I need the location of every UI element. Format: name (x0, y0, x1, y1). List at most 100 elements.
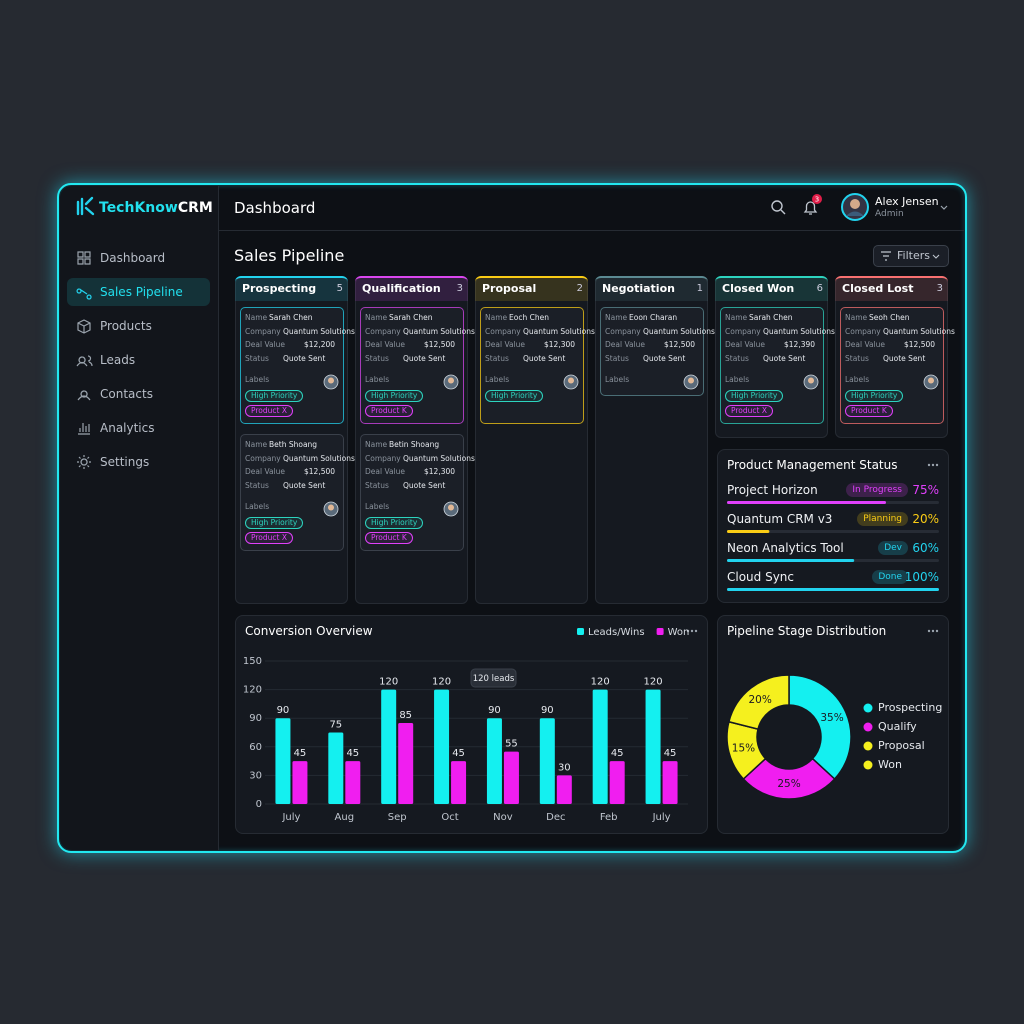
field-value: Sarah Chen (749, 313, 793, 322)
label-pill: High Priority (485, 390, 544, 402)
field-value: $12,300 (424, 467, 456, 477)
field-key: Deal Value (605, 340, 646, 350)
filter-label[interactable]: Filters (897, 249, 930, 262)
product-progress-label: 75% (912, 483, 939, 497)
field-value: Quantum Solutions (763, 326, 835, 336)
field-key: Name (485, 313, 508, 322)
status-pill: Done (872, 570, 908, 584)
field-value: Quantum Solutions (883, 326, 955, 336)
product-name: Project Horizon (727, 483, 818, 497)
column-header (595, 276, 708, 301)
deal-card[interactable] (480, 307, 584, 424)
field-key: Status (245, 481, 269, 491)
field-value: Quote Sent (883, 354, 926, 364)
label-pill: High Priority (245, 390, 304, 402)
column-count: 5 (336, 283, 343, 294)
product-name: Quantum CRM v3 (727, 512, 833, 526)
deal-card[interactable] (360, 434, 464, 551)
field-value: Sarah Chen (269, 313, 313, 322)
column-name: Closed Lost (842, 282, 914, 295)
field-key: Deal Value (245, 467, 286, 477)
deal-card[interactable] (840, 307, 944, 424)
field-key: Deal Value (845, 340, 886, 350)
chart-title: Pipeline Stage Distribution (727, 624, 887, 638)
field-value: $12,300 (544, 340, 576, 350)
field-key: Company (485, 326, 521, 336)
nav-item[interactable]: Settings (100, 455, 150, 469)
topbar-divider (219, 230, 964, 231)
column-count: 3 (456, 283, 463, 294)
nav-item[interactable]: Analytics (100, 421, 155, 435)
section-title: Sales Pipeline (234, 246, 345, 265)
field-key: Status (845, 354, 869, 364)
product-progress-label: 20% (912, 512, 939, 526)
field-key: Status (485, 354, 509, 364)
field-key: Labels (845, 375, 870, 384)
field-key: Status (365, 354, 389, 364)
user-name: Alex Jensen (875, 195, 939, 208)
brand-name: TechKnow (99, 200, 178, 216)
deal-card[interactable] (240, 434, 344, 551)
field-key: Status (725, 354, 749, 364)
label-pill: Product X (245, 532, 293, 544)
page-title: Dashboard (234, 199, 316, 217)
nav-item[interactable]: Leads (100, 353, 136, 367)
field-value: $12,500 (664, 340, 696, 350)
field-key: Deal Value (365, 340, 406, 350)
nav-item[interactable]: Contacts (100, 387, 153, 401)
product-name: Cloud Sync (727, 570, 795, 584)
field-key: Labels (605, 375, 630, 384)
field-key: Company (605, 326, 641, 336)
column-header (715, 276, 828, 301)
field-key: Labels (485, 375, 510, 384)
field-value: Eoon Charan (629, 313, 678, 322)
nav-item[interactable]: Sales Pipeline (100, 285, 183, 299)
field-value: Quote Sent (403, 354, 446, 364)
column-header (355, 276, 468, 301)
field-key: Labels (725, 375, 750, 384)
column-name: Prospecting (242, 282, 317, 295)
status-pill: Planning (857, 512, 908, 526)
field-key: Name (605, 313, 628, 322)
field-value: Betin Shoang (389, 440, 440, 449)
field-key: Company (365, 326, 401, 336)
field-value: Quantum Solutions (283, 453, 355, 463)
field-key: Company (845, 326, 881, 336)
column-count: 2 (576, 283, 583, 294)
label-pill: Product K (845, 405, 893, 417)
deal-card[interactable] (360, 307, 464, 424)
column-name: Closed Won (722, 282, 795, 295)
nav-item[interactable]: Products (100, 319, 152, 333)
field-key: Deal Value (365, 467, 406, 477)
field-value: Beth Shoang (269, 440, 318, 449)
field-value: $12,200 (304, 340, 336, 350)
column-name: Proposal (482, 282, 537, 295)
field-key: Labels (245, 375, 270, 384)
field-value: Quantum Solutions (523, 326, 595, 336)
field-key: Name (245, 313, 268, 322)
field-key: Name (725, 313, 748, 322)
brand-name: CRM (177, 200, 213, 216)
column-name: Negotiation (602, 282, 675, 295)
filter-button[interactable] (873, 245, 949, 267)
deal-card[interactable] (720, 307, 824, 424)
field-key: Status (245, 354, 269, 364)
nav-item[interactable]: Dashboard (100, 251, 166, 265)
field-value: Seoh Chen (869, 313, 910, 322)
field-key: Deal Value (725, 340, 766, 350)
field-key: Status (365, 481, 389, 491)
field-value: Quantum Solutions (643, 326, 715, 336)
field-value: Quote Sent (523, 354, 566, 364)
column-header (235, 276, 348, 301)
field-key: Company (365, 453, 401, 463)
field-key: Name (245, 440, 268, 449)
field-value: Quote Sent (763, 354, 806, 364)
column-count: 6 (816, 283, 823, 294)
field-key: Status (605, 354, 629, 364)
deal-card[interactable] (240, 307, 344, 424)
column-header (475, 276, 588, 301)
product-name: Neon Analytics Tool (727, 541, 844, 555)
product-status-panel (717, 449, 949, 603)
label-pill: High Priority (365, 517, 424, 529)
